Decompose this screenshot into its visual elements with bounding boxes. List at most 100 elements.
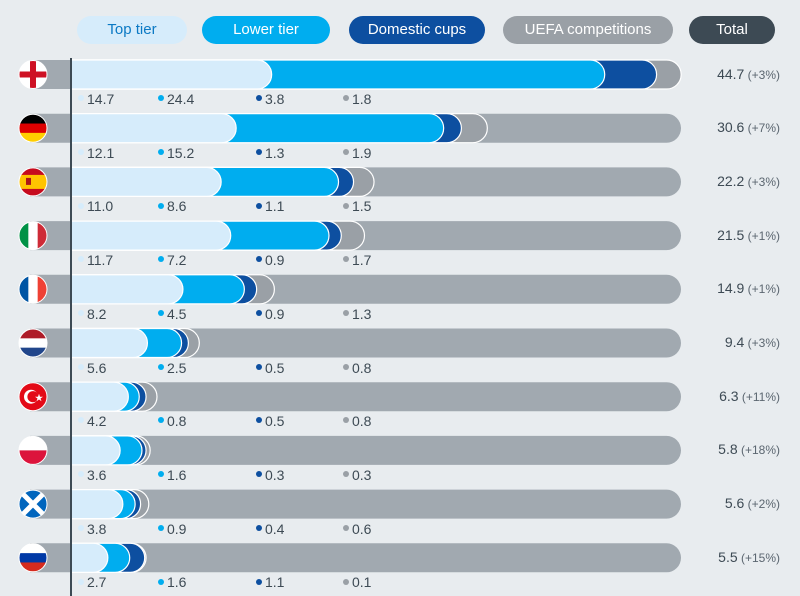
series-dot-icon (343, 417, 349, 424)
value-text: 0.4 (265, 520, 285, 537)
series-dot-icon (343, 310, 349, 317)
series-dot-icon (78, 256, 84, 263)
poland-flag-icon (18, 435, 48, 465)
top-tier-bar-netherlands (70, 327, 148, 359)
lower-tier-value: 2.5 (158, 360, 186, 376)
value-labels-poland: 3.6 1.6 0.3 0.3 (0, 467, 500, 485)
value-text: 2.7 (87, 574, 107, 591)
lower-tier-value: 8.6 (158, 198, 186, 214)
top-tier-bar-spain (70, 166, 222, 197)
total-label-russia: 5.5 (+15%) (670, 549, 780, 565)
value-labels-spain: 11.0 8.6 1.1 1.5 (0, 198, 500, 216)
series-dot-icon (78, 578, 84, 585)
value-text: 3.8 (265, 91, 285, 107)
total-change: (+7%) (744, 121, 780, 136)
value-text: 11.0 (87, 198, 114, 215)
value-text: 0.5 (265, 359, 285, 376)
value-text: 0.9 (167, 520, 187, 537)
value-text: 1.6 (167, 466, 187, 483)
value-labels-netherlands: 5.6 2.5 0.5 0.8 (0, 360, 500, 378)
italy-flag-icon (18, 221, 48, 251)
series-dot-icon (256, 95, 262, 102)
top-tier-value: 3.6 (78, 467, 106, 483)
top-tier-value: 4.2 (78, 413, 106, 429)
value-text: 1.1 (265, 198, 285, 215)
domestic-cups-value: 1.3 (256, 145, 284, 161)
legend-total: Total (689, 16, 775, 44)
value-text: 8.6 (167, 198, 187, 215)
series-dot-icon (78, 471, 84, 478)
series-dot-icon (256, 417, 262, 424)
value-text: 1.1 (265, 574, 285, 591)
series-dot-icon (256, 148, 262, 155)
uefa-value: 1.3 (343, 306, 371, 322)
uefa-value: 1.7 (343, 252, 371, 268)
lower-tier-value: 1.6 (158, 467, 186, 483)
total-change: (+3%) (744, 174, 780, 189)
value-labels-scotland: 3.8 0.9 0.4 0.6 (0, 521, 500, 539)
series-dot-icon (256, 256, 262, 263)
series-dot-icon (343, 578, 349, 585)
uefa-value: 0.8 (343, 413, 371, 429)
total-label-turkey: 6.3 (+11%) (670, 388, 780, 404)
domestic-cups-value: 0.9 (256, 306, 284, 322)
value-labels-england: 14.7 24.4 3.8 1.8 (0, 91, 500, 109)
value-text: 12.1 (87, 144, 115, 161)
top-tier-value: 11.0 (78, 198, 113, 214)
series-dot-icon (158, 202, 164, 209)
series-dot-icon (256, 310, 262, 317)
total-change: (+3%) (744, 336, 780, 350)
legend-top-tier: Top tier (77, 16, 187, 44)
scotland-flag-icon (18, 489, 48, 519)
total-bar-scotland (30, 489, 681, 519)
domestic-cups-value: 1.1 (256, 574, 284, 590)
total-label-scotland: 5.6 (+2%) (670, 495, 780, 511)
total-change: (+3%) (744, 67, 780, 82)
series-dot-icon (343, 524, 349, 531)
total-label-italy: 21.5 (+1%) (670, 227, 780, 243)
value-labels-france: 8.2 4.5 0.9 1.3 (0, 306, 500, 324)
total-value: 44.7 (717, 65, 745, 82)
domestic-cups-value: 1.1 (256, 198, 284, 214)
lower-tier-value: 1.6 (158, 574, 186, 590)
series-dot-icon (158, 578, 164, 585)
series-dot-icon (78, 363, 84, 370)
uefa-value: 0.6 (343, 521, 371, 537)
total-change: (+11%) (738, 389, 780, 404)
value-labels-italy: 11.7 7.2 0.9 1.7 (0, 252, 500, 270)
value-text: 0.5 (265, 413, 285, 430)
top-tier-bar-turkey (70, 381, 129, 412)
series-dot-icon (78, 148, 84, 155)
domestic-cups-value: 0.5 (256, 413, 284, 429)
total-label-germany: 30.6 (+7%) (670, 119, 780, 135)
top-tier-value: 12.1 (78, 145, 114, 161)
total-label-spain: 22.2 (+3%) (670, 173, 780, 189)
value-text: 0.3 (265, 466, 285, 483)
top-tier-bar-germany (70, 113, 237, 144)
series-dot-icon (158, 363, 164, 370)
value-text: 4.2 (87, 413, 107, 430)
value-text: 0.8 (167, 413, 187, 430)
total-change: (+1%) (744, 228, 780, 243)
germany-flag-icon (18, 113, 48, 143)
total-bar-turkey (30, 382, 681, 412)
value-text: 1.6 (167, 574, 187, 591)
total-change: (+2%) (744, 497, 780, 512)
series-dot-icon (343, 202, 349, 209)
series-dot-icon (78, 310, 84, 317)
lower-tier-value: 7.2 (158, 252, 186, 268)
series-dot-icon (256, 471, 262, 478)
total-value: 22.2 (717, 172, 745, 189)
series-dot-icon (78, 524, 84, 531)
top-tier-value: 2.7 (78, 574, 106, 590)
total-change: (+1%) (744, 282, 780, 297)
value-text: 0.8 (352, 413, 372, 430)
total-value: 21.5 (717, 226, 745, 243)
value-text: 1.3 (265, 144, 285, 161)
lower-tier-value: 24.4 (158, 91, 194, 107)
total-value: 5.8 (718, 441, 738, 458)
lower-tier-value: 4.5 (158, 306, 186, 322)
series-dot-icon (158, 95, 164, 102)
france-flag-icon (18, 274, 48, 304)
